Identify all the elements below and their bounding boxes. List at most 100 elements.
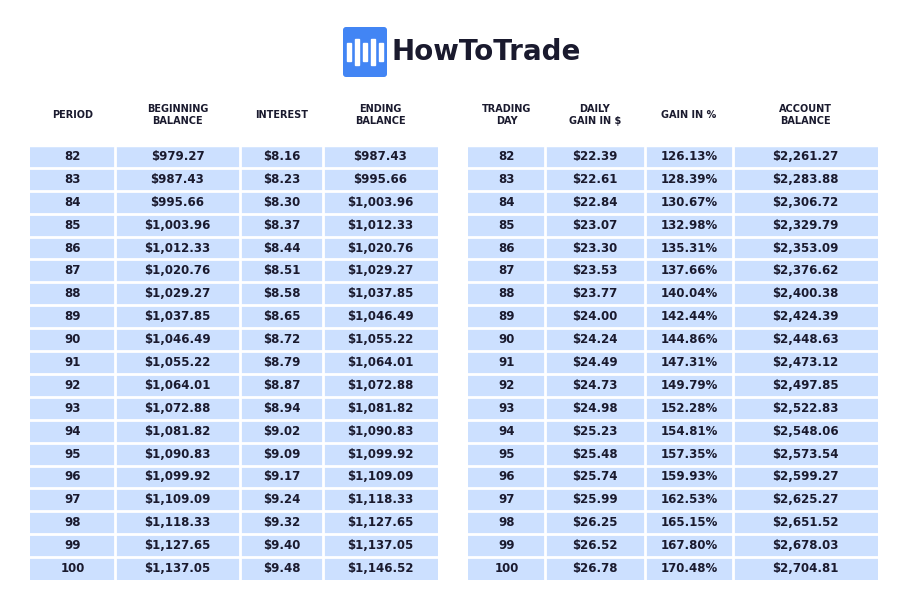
Text: $8.37: $8.37	[262, 218, 299, 232]
Text: $1,012.33: $1,012.33	[144, 242, 210, 254]
Text: $2,306.72: $2,306.72	[771, 196, 838, 209]
Text: 159.93%: 159.93%	[659, 470, 717, 484]
Text: $1,137.05: $1,137.05	[144, 562, 210, 575]
Text: $1,146.52: $1,146.52	[347, 562, 413, 575]
Text: 84: 84	[64, 196, 80, 209]
Text: $987.43: $987.43	[151, 173, 204, 186]
Text: $1,137.05: $1,137.05	[347, 539, 413, 552]
Bar	[30, 145, 437, 168]
Text: $2,522.83: $2,522.83	[771, 402, 838, 415]
Text: $2,376.62: $2,376.62	[771, 264, 838, 278]
Text: $1,029.27: $1,029.27	[347, 264, 413, 278]
Text: 165.15%: 165.15%	[659, 516, 717, 529]
Text: $2,283.88: $2,283.88	[771, 173, 838, 186]
Text: $2,329.79: $2,329.79	[771, 218, 838, 232]
Text: $26.52: $26.52	[572, 539, 617, 552]
Bar	[363, 43, 366, 61]
Text: BEGINNING
BALANCE: BEGINNING BALANCE	[147, 104, 208, 126]
Bar	[467, 465, 877, 489]
Text: 95: 95	[498, 448, 514, 461]
Text: $22.61: $22.61	[572, 173, 617, 186]
Text: $23.07: $23.07	[572, 218, 617, 232]
Text: 98: 98	[498, 516, 514, 529]
Text: 89: 89	[498, 310, 514, 323]
Text: $2,261.27: $2,261.27	[771, 150, 838, 163]
Text: $25.74: $25.74	[572, 470, 617, 484]
Text: $1,090.83: $1,090.83	[144, 448, 210, 461]
Text: 90: 90	[498, 333, 514, 346]
Bar	[467, 374, 877, 397]
Text: 88: 88	[498, 287, 514, 300]
Text: $1,109.09: $1,109.09	[347, 470, 413, 484]
Text: 152.28%: 152.28%	[659, 402, 717, 415]
Text: $23.30: $23.30	[572, 242, 617, 254]
Text: 92: 92	[498, 379, 514, 392]
Text: $2,625.27: $2,625.27	[771, 493, 838, 506]
Text: 88: 88	[64, 287, 80, 300]
Text: 86: 86	[498, 242, 514, 254]
Text: 94: 94	[498, 425, 514, 438]
Text: $1,109.09: $1,109.09	[144, 493, 210, 506]
Text: 85: 85	[498, 218, 514, 232]
Text: ENDING
BALANCE: ENDING BALANCE	[354, 104, 405, 126]
Text: $1,055.22: $1,055.22	[347, 333, 413, 346]
Text: $987.43: $987.43	[354, 150, 407, 163]
Text: $1,072.88: $1,072.88	[144, 402, 210, 415]
Bar	[467, 534, 877, 557]
Text: 149.79%: 149.79%	[659, 379, 717, 392]
Text: $1,020.76: $1,020.76	[144, 264, 210, 278]
Bar	[354, 39, 358, 65]
Text: $2,353.09: $2,353.09	[771, 242, 838, 254]
Bar	[347, 43, 350, 61]
Bar	[467, 328, 877, 351]
Bar	[30, 328, 437, 351]
Text: $9.09: $9.09	[262, 448, 299, 461]
Text: $22.39: $22.39	[572, 150, 617, 163]
Text: $24.73: $24.73	[572, 379, 617, 392]
Text: $23.77: $23.77	[572, 287, 617, 300]
Text: 84: 84	[498, 196, 514, 209]
Text: 91: 91	[64, 356, 80, 369]
Bar	[30, 191, 437, 214]
Bar	[30, 397, 437, 420]
Text: $23.53: $23.53	[572, 264, 617, 278]
Bar	[30, 237, 437, 259]
Text: $2,651.52: $2,651.52	[771, 516, 838, 529]
Text: $1,099.92: $1,099.92	[144, 470, 210, 484]
Text: $1,064.01: $1,064.01	[144, 379, 210, 392]
Text: $25.48: $25.48	[572, 448, 617, 461]
Text: $2,400.38: $2,400.38	[771, 287, 838, 300]
Text: DAILY
GAIN IN $: DAILY GAIN IN $	[568, 104, 621, 126]
Text: $26.78: $26.78	[572, 562, 617, 575]
Text: $1,081.82: $1,081.82	[144, 425, 210, 438]
Text: $9.48: $9.48	[262, 562, 300, 575]
Bar	[30, 465, 437, 489]
Text: $25.99: $25.99	[572, 493, 617, 506]
Text: 144.86%: 144.86%	[659, 333, 717, 346]
Text: $1,003.96: $1,003.96	[347, 196, 413, 209]
Bar	[30, 534, 437, 557]
Text: $2,448.63: $2,448.63	[771, 333, 838, 346]
Text: $22.84: $22.84	[572, 196, 617, 209]
Text: $8.16: $8.16	[262, 150, 299, 163]
Text: 128.39%: 128.39%	[659, 173, 717, 186]
Bar	[30, 259, 437, 282]
Text: 162.53%: 162.53%	[659, 493, 717, 506]
Text: 93: 93	[498, 402, 514, 415]
Text: 87: 87	[64, 264, 80, 278]
Text: 100: 100	[493, 562, 518, 575]
Text: $8.79: $8.79	[262, 356, 299, 369]
Text: 99: 99	[498, 539, 514, 552]
Text: 98: 98	[64, 516, 80, 529]
Bar	[467, 145, 877, 168]
Text: $1,072.88: $1,072.88	[347, 379, 413, 392]
Text: 95: 95	[64, 448, 80, 461]
Text: 82: 82	[498, 150, 514, 163]
Text: 135.31%: 135.31%	[659, 242, 717, 254]
Text: $2,497.85: $2,497.85	[771, 379, 838, 392]
Text: $1,012.33: $1,012.33	[347, 218, 413, 232]
Text: $24.00: $24.00	[572, 310, 617, 323]
Text: $2,548.06: $2,548.06	[771, 425, 838, 438]
Text: $8.51: $8.51	[262, 264, 299, 278]
Text: $24.24: $24.24	[572, 333, 617, 346]
